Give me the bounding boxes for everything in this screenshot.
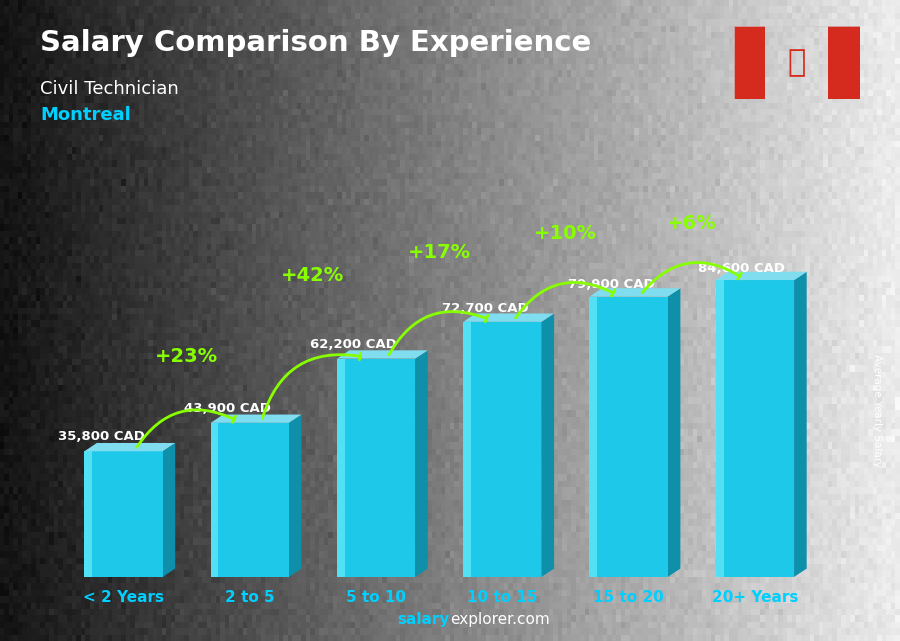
Polygon shape <box>734 26 765 99</box>
Polygon shape <box>415 351 428 577</box>
Polygon shape <box>590 288 680 297</box>
Text: 43,900 CAD: 43,900 CAD <box>184 401 271 415</box>
Text: +10%: +10% <box>534 224 597 243</box>
Polygon shape <box>716 272 806 280</box>
Polygon shape <box>464 313 554 322</box>
Polygon shape <box>590 297 668 577</box>
Text: 79,900 CAD: 79,900 CAD <box>568 278 654 290</box>
Polygon shape <box>211 423 219 577</box>
Text: explorer.com: explorer.com <box>450 612 550 627</box>
Polygon shape <box>163 443 176 577</box>
Polygon shape <box>828 26 859 99</box>
Polygon shape <box>85 451 92 577</box>
Polygon shape <box>668 288 680 577</box>
Polygon shape <box>337 351 428 359</box>
Polygon shape <box>794 272 806 577</box>
Polygon shape <box>337 359 345 577</box>
Text: 84,600 CAD: 84,600 CAD <box>698 262 785 275</box>
Polygon shape <box>337 359 415 577</box>
Polygon shape <box>542 313 554 577</box>
Text: Montreal: Montreal <box>40 106 131 124</box>
Text: 🍁: 🍁 <box>788 48 806 77</box>
Text: 62,200 CAD: 62,200 CAD <box>310 338 397 351</box>
Polygon shape <box>211 423 289 577</box>
Polygon shape <box>590 297 598 577</box>
Polygon shape <box>716 280 724 577</box>
Text: Civil Technician: Civil Technician <box>40 80 179 98</box>
Polygon shape <box>85 443 176 451</box>
Polygon shape <box>85 451 163 577</box>
Polygon shape <box>211 415 302 423</box>
Text: Average Yearly Salary: Average Yearly Salary <box>872 354 883 467</box>
Text: +23%: +23% <box>155 347 218 366</box>
Text: 35,800 CAD: 35,800 CAD <box>58 430 145 443</box>
Polygon shape <box>464 322 471 577</box>
Text: Salary Comparison By Experience: Salary Comparison By Experience <box>40 29 592 57</box>
Polygon shape <box>464 322 542 577</box>
Text: +42%: +42% <box>282 266 345 285</box>
Polygon shape <box>716 280 794 577</box>
Polygon shape <box>289 415 302 577</box>
Text: 72,700 CAD: 72,700 CAD <box>442 302 528 315</box>
Text: +6%: +6% <box>667 214 716 233</box>
Text: salary: salary <box>398 612 450 627</box>
Text: +17%: +17% <box>408 243 471 262</box>
